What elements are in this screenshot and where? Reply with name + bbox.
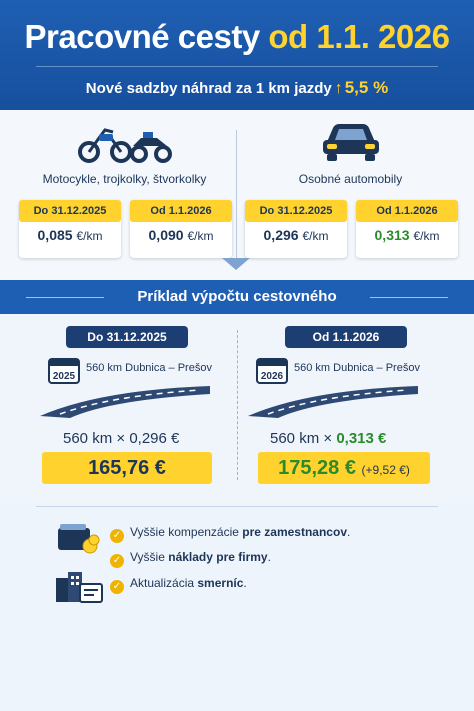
rate-tag: Do 31.12.2025 (19, 200, 121, 222)
band-line-right (370, 297, 448, 298)
formula-after: 560 km × 0,313 € (270, 430, 387, 447)
benefits-divider (36, 506, 438, 507)
rate-card-after: Od 1.1.2026 0,090 €/km (130, 200, 232, 258)
subtitle-increase: 5,5 % (344, 78, 389, 97)
title-main: Pracovné cesty (24, 18, 261, 55)
rate-card-before: Do 31.12.2025 0,296 €/km (245, 200, 347, 258)
rate-value: 0,090 €/km (148, 227, 214, 243)
rate-value: 0,296 €/km (263, 227, 329, 243)
band-line-left (26, 297, 104, 298)
rate-value: 0,085 €/km (37, 227, 103, 243)
motorcycle-icon (77, 128, 172, 163)
title-accent: od 1.1. 2026 (268, 18, 450, 55)
result-after: 175,28 € (+9,52 €) (258, 452, 430, 484)
rates-motorcycles: Motocykle, trojkolky, štvorkolky Do 31.1… (12, 120, 237, 270)
rate-value: 0,313 €/km (374, 227, 440, 243)
wallet-icon (58, 524, 100, 554)
benefit-item: ✓ Vyššie kompenzácie pre zamestnancov. (110, 523, 350, 543)
office-building-icon (56, 572, 103, 603)
route-label: 560 km Dubnica – Prešov (86, 362, 212, 374)
title-divider (36, 66, 438, 67)
rate-group-label: Motocykle, trojkolky, štvorkolky (42, 172, 207, 186)
car-icon (322, 124, 379, 161)
example-title: Príklad výpočtu cestovného (137, 288, 337, 305)
formula-before: 560 km × 0,296 € (63, 430, 180, 447)
svg-text:2025: 2025 (53, 371, 76, 382)
check-icon: ✓ (110, 580, 124, 594)
period-pill-before: Do 31.12.2025 (66, 326, 188, 348)
calendar-icon: 2026 (256, 358, 288, 384)
subtitle: Nové sadzby náhrad za 1 km jazdy ↑ 5,5 % (0, 78, 474, 98)
chevron-down-icon (222, 258, 250, 270)
arrow-up-icon: ↑ (334, 80, 343, 97)
check-icon: ✓ (110, 529, 124, 543)
svg-text:2026: 2026 (261, 371, 284, 382)
rates-cars: Osobné automobily Do 31.12.2025 0,296 €/… (238, 120, 463, 270)
road-icon (40, 386, 210, 418)
route-label: 560 km Dubnica – Prešov (294, 362, 420, 374)
benefit-item: ✓ Vyššie náklady pre firmy. (110, 548, 271, 568)
rate-group-label: Osobné automobily (298, 172, 403, 186)
calc-divider (237, 330, 238, 480)
subtitle-text: Nové sadzby náhrad za 1 km jazdy (85, 80, 332, 97)
rate-tag: Do 31.12.2025 (245, 200, 347, 222)
page-title: Pracovné cesty od 1.1. 2026 (0, 18, 474, 56)
calendar-icon: 2025 (48, 358, 80, 384)
period-pill-after: Od 1.1.2026 (285, 326, 407, 348)
rate-card-after: Od 1.1.2026 0,313 €/km (356, 200, 458, 258)
benefit-item: ✓ Aktualizácia smerníc. (110, 574, 247, 594)
rate-card-before: Do 31.12.2025 0,085 €/km (19, 200, 121, 258)
road-icon (248, 386, 418, 418)
check-icon: ✓ (110, 554, 124, 568)
rate-tag: Od 1.1.2026 (130, 200, 232, 222)
rates-divider (236, 130, 237, 258)
result-before: 165,76 € (42, 452, 212, 484)
rate-tag: Od 1.1.2026 (356, 200, 458, 222)
header-banner (0, 0, 474, 110)
